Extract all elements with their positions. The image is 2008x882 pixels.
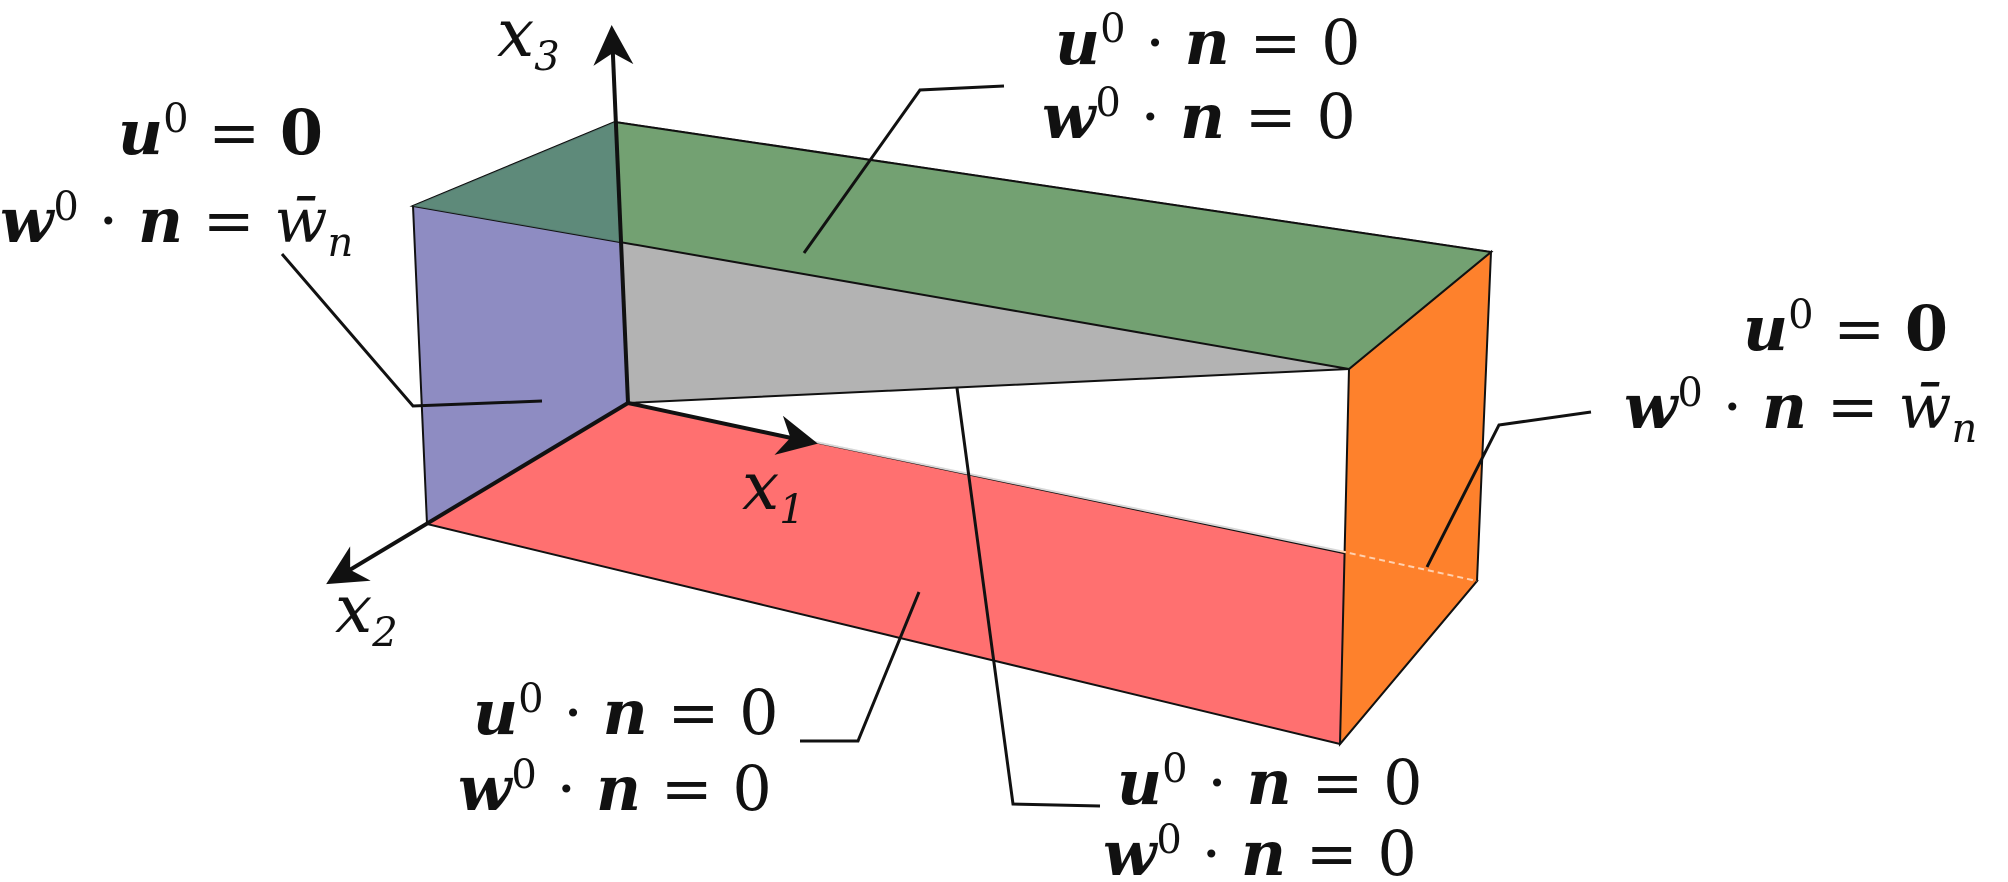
bottom-left-label-line1: u0 · n = 0 <box>473 676 779 749</box>
x1-axis-label: x1 <box>742 448 805 533</box>
x2-axis-label: x2 <box>335 571 398 656</box>
top-label-line1: u0 · n = 0 <box>1055 6 1361 79</box>
x2-axis <box>326 401 630 585</box>
left-label-line1: u0 = 0 <box>118 96 323 169</box>
top-face-overlap <box>413 122 620 242</box>
top-label-line2: w0 · n = 0 <box>1042 80 1356 153</box>
hidden-edge-right-bottom <box>1339 550 1478 582</box>
left-label-line2: w0 · n = w̄n <box>0 184 353 266</box>
left-label-leader <box>280 253 543 408</box>
bottom-right-label-leader <box>955 387 1101 808</box>
x3-axis-label: x3 <box>497 0 560 80</box>
bottom-left-label-leader <box>800 591 921 743</box>
right-label-line2: w0 · n = w̄n <box>1624 370 1977 452</box>
x1-axis <box>627 401 818 455</box>
x3-axis <box>593 25 634 404</box>
right-label-line1: u0 = 0 <box>1743 292 1948 365</box>
bottom-right-label-line2: w0 · n = 0 <box>1103 817 1417 882</box>
right-label-leader <box>1425 410 1592 568</box>
bottom-right-label-line1: u0 · n = 0 <box>1117 746 1423 819</box>
bottom-left-label-line2: w0 · n = 0 <box>458 752 772 825</box>
top-label-leader <box>802 84 1005 254</box>
